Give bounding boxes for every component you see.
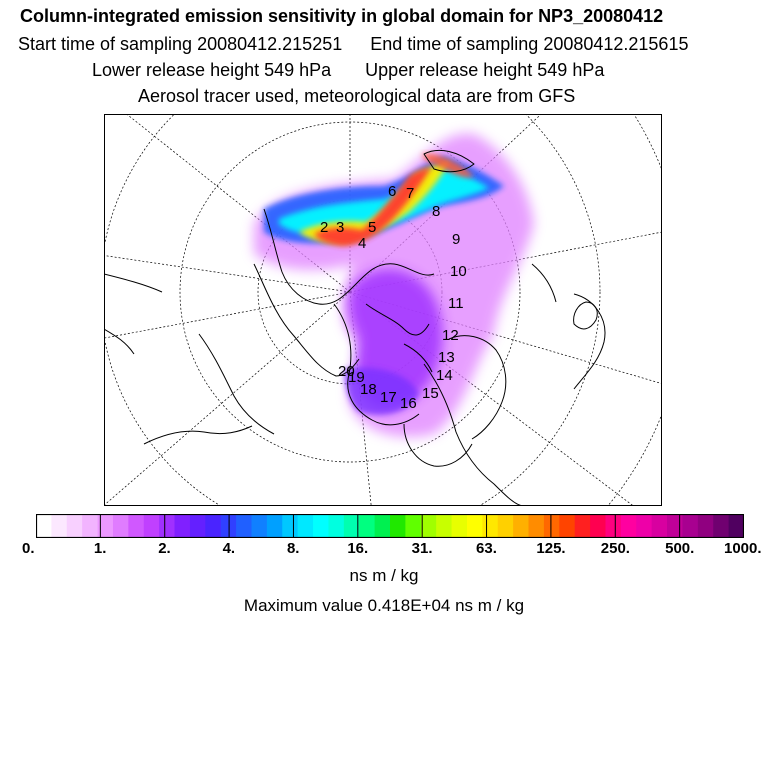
point-label: 15: [422, 385, 439, 402]
colorbar-cell: [405, 514, 422, 538]
lower-release-height: Lower release height 549 hPa: [92, 60, 332, 80]
colorbar-tick-label: 16.: [347, 540, 369, 557]
colorbar-cell: [328, 514, 345, 538]
colorbar-tick-label: 1000.: [724, 540, 762, 557]
emission-plume: [254, 133, 534, 438]
plot-title: Column-integrated emission sensitivity i…: [20, 6, 664, 26]
colorbar-tick-label: 8.: [286, 540, 300, 557]
colorbar-tick-label: 500.: [665, 540, 695, 557]
map-canvas: 2 3 4 5 6 7 8 9 10 11 12 13 14 15 16 17 …: [104, 114, 662, 506]
colorbar-cell: [497, 514, 514, 538]
start-time: Start time of sampling 20080412.215251: [18, 34, 343, 54]
colorbar-cell: [590, 514, 607, 538]
colorbar-tick-label: 250.: [600, 540, 630, 557]
colorbar-tick-label: 4.: [222, 540, 236, 557]
colorbar-cell: [359, 514, 376, 538]
colorbar-tick-label: 63.: [476, 540, 497, 557]
colorbar-cell: [713, 514, 730, 538]
point-label: 19: [348, 369, 365, 386]
colorbar-cell: [697, 514, 714, 538]
maximum-value: Maximum value 0.418E+04 ns m / kg: [243, 596, 525, 615]
point-label: 16: [400, 395, 417, 412]
colorbar-tick-label: 125.: [536, 540, 566, 557]
colorbar-tick-label: 0.: [22, 540, 35, 557]
colorbar-cell: [528, 514, 545, 538]
colorbar-cell: [174, 514, 191, 538]
colorbar-cell: [543, 514, 560, 538]
colorbar-cell: [313, 514, 330, 538]
colorbar-tick-label: 31.: [411, 540, 433, 557]
colorbar-cell: [159, 514, 176, 538]
point-label: 5: [368, 219, 376, 236]
colorbar-tick-label: 2.: [158, 540, 171, 557]
point-label: 6: [388, 183, 396, 200]
map-frame: [104, 114, 662, 506]
colorbar-tick-label: 1.: [93, 540, 107, 557]
colorbar-cell: [636, 514, 653, 538]
colorbar-cell: [513, 514, 530, 538]
colorbar-unit: ns m / kg: [349, 566, 419, 585]
colorbar-cell: [559, 514, 576, 538]
colorbar-cell: [266, 514, 283, 538]
point-label: 2: [320, 219, 328, 236]
point-label: 13: [438, 349, 455, 366]
point-label: 4: [358, 235, 366, 252]
colorbar-cell: [297, 514, 314, 538]
colorbar-cell: [236, 514, 253, 538]
colorbar-cell: [205, 514, 222, 538]
colorbar-cell: [451, 514, 468, 538]
colorbar-cell: [66, 514, 83, 538]
colorbar-cell: [36, 514, 52, 538]
polar-map: 2 3 4 5 6 7 8 9 10 11 12 13 14 15 16 17 …: [104, 114, 662, 506]
point-labels: 2 3 4 5 6 7 8 9 10 11 12 13 14 15 16 17 …: [320, 183, 467, 412]
point-label: 9: [452, 231, 460, 248]
point-label: 10: [450, 263, 467, 280]
colorbar-cell: [682, 514, 699, 538]
release-heights: Lower release height 549 hPa Upper releas…: [92, 60, 604, 81]
colorbar-cell: [651, 514, 668, 538]
colorbar-cell: [112, 514, 129, 538]
colorbar-cell: [374, 514, 391, 538]
colorbar-cell: [390, 514, 406, 538]
colorbar-cell: [251, 514, 268, 538]
sampling-times: Start time of sampling 20080412.215251 En…: [18, 34, 688, 55]
colorbar-cell: [51, 514, 68, 538]
point-label: 12: [442, 327, 459, 344]
colorbar-cell: [82, 514, 99, 538]
colorbar-cell: [343, 514, 360, 538]
point-label: 17: [380, 389, 397, 406]
colorbar-cell: [420, 514, 437, 538]
point-label: 18: [360, 381, 377, 398]
colorbar-cell: [728, 514, 744, 538]
point-label: 11: [448, 295, 464, 312]
colorbar-cell: [128, 514, 145, 538]
colorbar: [36, 514, 744, 538]
colorbar-cell: [282, 514, 299, 538]
point-label: 20: [338, 363, 355, 380]
colorbar-cell: [482, 514, 499, 538]
upper-release-height: Upper release height 549 hPa: [365, 60, 605, 80]
colorbar-cell: [189, 514, 206, 538]
colorbar-cell: [466, 514, 483, 538]
colorbar-cell: [574, 514, 591, 538]
coastlines: [104, 149, 606, 506]
colorbar-cell: [436, 514, 453, 538]
point-label: 7: [406, 185, 414, 202]
tracer-info: Aerosol tracer used, meteorological data…: [138, 86, 576, 106]
point-label: 3: [336, 219, 344, 236]
colorbar-cell: [97, 514, 114, 538]
colorbar-cell: [605, 514, 622, 538]
point-label: 8: [432, 203, 440, 220]
end-time: End time of sampling 20080412.215615: [370, 34, 689, 54]
colorbar-cell: [143, 514, 160, 538]
colorbar-cell: [667, 514, 684, 538]
point-label: 14: [436, 367, 453, 384]
colorbar-cell: [620, 514, 637, 538]
